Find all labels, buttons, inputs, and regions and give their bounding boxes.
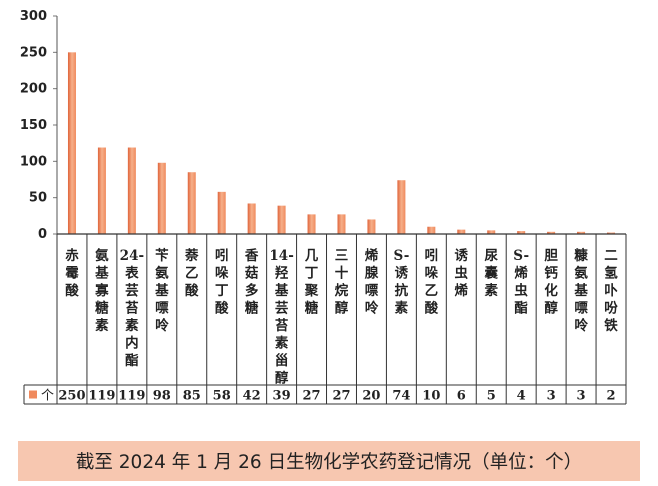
bar [577, 231, 586, 234]
bar [187, 172, 196, 234]
data-table-value: 39 [273, 389, 291, 404]
x-category-label: 尿囊素 [483, 248, 498, 299]
x-category-label: 烯腺嘌呤 [365, 247, 379, 317]
data-table-value: 119 [118, 389, 145, 404]
bar [547, 231, 556, 234]
data-table-value: 74 [392, 389, 410, 404]
x-category-label: 氨基寡糖素 [94, 247, 109, 334]
bar [427, 226, 436, 234]
legend-label: 个 [41, 389, 54, 404]
x-category-label: 萘乙酸 [184, 247, 199, 299]
data-table-value: 10 [422, 389, 440, 404]
data-table-value: 3 [547, 389, 556, 404]
x-category-label: 赤霉酸 [65, 248, 79, 299]
x-category-label: S-诱抗素 [393, 248, 409, 317]
data-table-value: 20 [362, 389, 380, 404]
x-category-label: 14-羟基芸苔素甾醇 [269, 248, 293, 387]
data-table-value: 5 [487, 389, 496, 404]
bar [607, 232, 616, 234]
data-table-value: 4 [517, 389, 526, 404]
y-tick-label: 150 [20, 118, 47, 133]
bar [337, 214, 346, 234]
bar [277, 205, 286, 234]
data-table-value: 6 [457, 389, 466, 404]
bar [397, 180, 406, 234]
bar [157, 162, 166, 234]
x-category-label: 吲哚乙酸 [425, 248, 439, 317]
bar [247, 203, 256, 234]
bar [127, 147, 136, 234]
data-table-value: 119 [88, 389, 115, 404]
data-table-value: 2 [607, 389, 616, 404]
bar [487, 230, 496, 234]
x-category-label: 香菇多糖 [244, 247, 259, 317]
y-tick-label: 100 [20, 154, 47, 169]
bar [97, 147, 106, 234]
y-tick-label: 0 [38, 227, 47, 242]
y-tick-label: 200 [20, 82, 47, 97]
x-category-label: 诱虫烯 [455, 247, 469, 299]
data-table-value: 98 [153, 389, 171, 404]
data-table-value: 250 [58, 389, 85, 404]
x-category-label: 糠氨基嘌呤 [573, 247, 588, 334]
bar [367, 219, 376, 234]
bar [307, 214, 316, 234]
data-table-value: 3 [577, 389, 586, 404]
y-tick-label: 50 [29, 191, 47, 206]
x-category-label: 24-表芸苔素内酯 [120, 248, 144, 369]
data-table-value: 27 [332, 389, 350, 404]
data-table-value: 42 [243, 389, 261, 404]
x-category-label: 胆钙化醇 [544, 248, 558, 317]
data-table-value: 58 [213, 389, 231, 404]
bar [457, 229, 466, 234]
data-table-value: 85 [183, 389, 201, 404]
bar [67, 52, 76, 235]
y-tick-label: 300 [20, 9, 47, 24]
bar [517, 231, 526, 234]
x-category-label: S-烯虫酯 [513, 248, 529, 317]
chart-caption: 截至 2024 年 1 月 26 日生物化学农药登记情况（单位：个） [18, 441, 640, 481]
x-category-label: 苄氨基嘌呤 [155, 247, 169, 334]
x-category-label: 吲哚丁酸 [215, 248, 229, 317]
bar [217, 191, 226, 234]
x-category-label: 三十烷醇 [335, 248, 349, 317]
x-category-label: 几丁聚糖 [304, 248, 319, 317]
y-tick-label: 250 [20, 45, 47, 60]
data-table-value: 27 [303, 389, 321, 404]
x-category-label: 二氢卟吩铁 [604, 248, 618, 334]
bar-chart: 0 50 100 150 200 250 300 个 赤霉酸 氨基寡糖素 24-表芸苔素内酯苄氨… [20, 9, 627, 405]
legend-swatch [29, 390, 37, 399]
